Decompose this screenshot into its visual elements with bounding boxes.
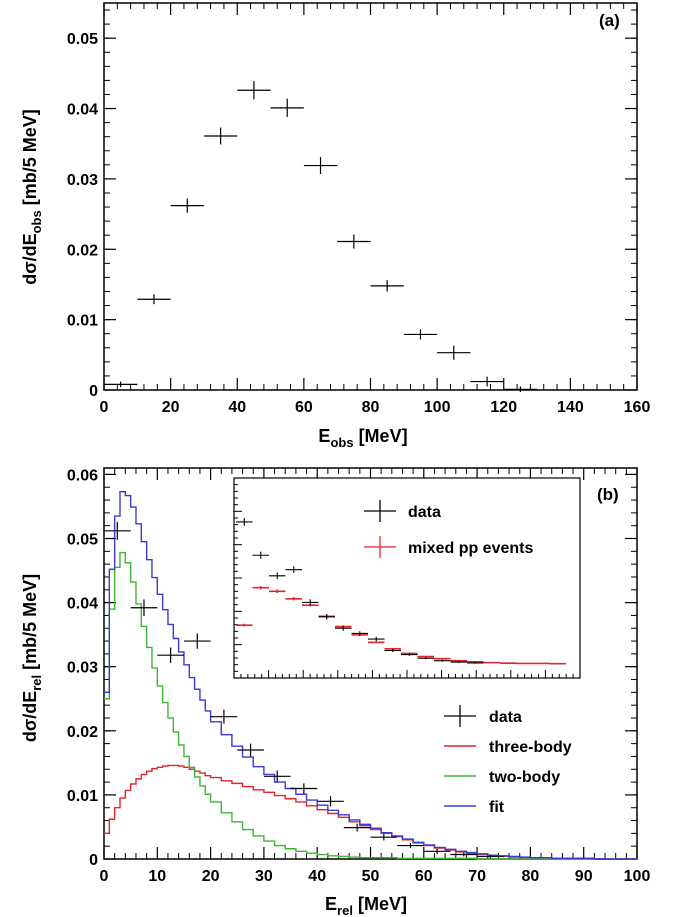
panel-a-x-ticks: 0 20 40 60 80 100 120 140 160 [100,3,651,416]
panel-b-x-tick-label: 0 [100,868,109,885]
panel-b-y-tick-label: 0.05 [67,532,98,549]
panel-b-x-axis-label-unit: [MeV] [353,894,407,914]
panel-b-y-tick-label: 0 [89,852,98,869]
series-fit-line [104,491,637,860]
inset-legend-symbols [364,500,396,558]
panel-a-y-axis-label: dσ/dEobs [mb/5 MeV] [20,109,44,284]
panel-a-y-axis-label-unit: [mb/5 MeV] [20,109,40,210]
panel-b-legend-symbols [444,705,476,807]
panel-a: 0 20 40 60 80 100 120 140 160 00.010.020.030.040… [20,2,651,450]
panel-b-y-axis-label-sub: rel [29,675,44,691]
panel-a-x-tick-label: 0 [100,399,109,416]
panel-a-y-tick-label: 0.02 [67,242,98,259]
panel-b: 0 10 20 30 40 50 60 70 80 90 100 0 0.01 0.02 0.03 0.04… [20,467,650,917]
panel-a-x-tick-label: 140 [557,399,584,416]
inset-legend-label-mixed: mixed pp events [408,540,533,557]
panel-b-x-tick-label: 90 [575,868,593,885]
panel-b-x-tick-label: 60 [415,868,433,885]
panel-a-plot-area [104,81,538,393]
series-two-body-line [104,551,637,860]
panel-b-y-axis-label-main: dσ/dE [20,691,40,742]
inset-frame [233,477,581,679]
panel-b-x-tick-label: 40 [308,868,326,885]
panel-a-x-axis-label-sub: obs [330,435,353,450]
panel-a-y-axis-label-sub: obs [29,210,44,233]
panel-b-plot-area [104,491,637,860]
panel-b-x-tick-label: 50 [362,868,380,885]
panel-a-x-axis-label-unit: [MeV] [354,426,408,446]
panel-b-label: (b) [597,485,619,504]
panel-a-x-tick-label: 100 [424,399,451,416]
panel-a-x-axis-label-main: E [318,426,330,446]
panel-a-x-tick-label: 160 [624,399,651,416]
inset-legend-label-data: data [408,504,441,521]
panel-a-y-tick-label: 0.01 [67,313,98,330]
legend-label-data: data [489,709,522,726]
inset-ticks [233,477,581,679]
panel-b-x-axis-label-sub: rel [337,903,353,917]
panel-b-x-axis-label-main: E [325,894,337,914]
panel-b-y-axis-label-unit: [mb/5 MeV] [20,574,40,675]
panel-a-x-axis-label: Eobs [MeV] [318,426,407,450]
panel-b-x-axis-label: Erel [MeV] [325,894,407,917]
panel-b-y-axis-label: dσ/dErel [mb/5 MeV] [20,574,44,742]
panel-a-x-tick-label: 60 [295,399,313,416]
inset-plot-area [236,518,566,665]
panel-a-y-tick-label: 0 [89,383,98,400]
panel-a-y-ticks: 0 0.01 0.02 0.03 0.04 0.05 [67,9,637,400]
inset: data mixed pp events [233,477,581,679]
panel-a-frame [103,2,638,391]
panel-b-y-tick-label: 0.01 [67,788,98,805]
panel-a-y-tick-label: 0.05 [67,31,98,48]
panel-a-x-tick-label: 20 [162,399,180,416]
panel-a-y-tick-label: 0.03 [67,172,98,189]
panel-b-y-tick-label: 0.02 [67,724,98,741]
panel-b-x-tick-label: 20 [202,868,220,885]
panel-a-x-tick-label: 80 [362,399,380,416]
panel-b-legend: data three-body two-body fit [444,705,572,816]
panel-b-x-tick-label: 10 [148,868,166,885]
legend-label-three-body: three-body [489,739,572,756]
panel-b-y-tick-label: 0.06 [67,467,98,484]
panel-b-x-tick-label: 70 [468,868,486,885]
panel-b-x-tick-label: 80 [522,868,540,885]
panel-a-y-tick-label: 0.04 [67,102,98,119]
legend-label-fit: fit [489,799,505,816]
panel-a-label: (a) [599,11,620,30]
panel-a-x-tick-label: 40 [228,399,246,416]
panel-b-x-tick-label: 30 [255,868,273,885]
panel-b-y-tick-label: 0.03 [67,660,98,677]
panel-b-y-tick-label: 0.04 [67,596,98,613]
panel-a-x-tick-label: 120 [490,399,517,416]
legend-label-two-body: two-body [489,769,560,786]
panel-b-x-tick-label: 100 [624,868,651,885]
panel-b-x-ticks: 0 10 20 30 40 50 60 70 80 90 100 [100,468,651,885]
panel-a-y-axis-label-main: dσ/dE [20,233,40,284]
